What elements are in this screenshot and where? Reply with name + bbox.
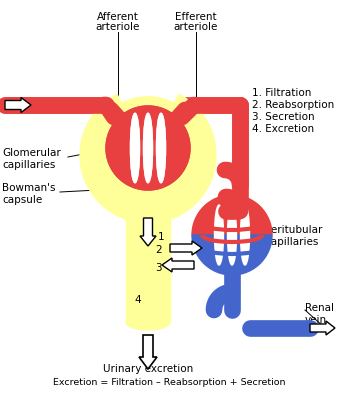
- Circle shape: [106, 106, 190, 190]
- Text: 2. Reabsorption: 2. Reabsorption: [252, 100, 334, 110]
- Polygon shape: [95, 112, 156, 208]
- Polygon shape: [126, 210, 170, 322]
- Text: Renal: Renal: [305, 303, 334, 313]
- FancyArrow shape: [170, 241, 202, 255]
- Ellipse shape: [144, 113, 152, 183]
- Ellipse shape: [215, 205, 223, 265]
- Text: arteriole: arteriole: [96, 22, 140, 32]
- Text: Efferent: Efferent: [175, 12, 217, 22]
- Text: 4. Excretion: 4. Excretion: [252, 124, 314, 134]
- Circle shape: [106, 106, 190, 190]
- Text: 3: 3: [155, 263, 162, 273]
- Ellipse shape: [126, 314, 170, 330]
- Text: vein: vein: [305, 315, 327, 325]
- Polygon shape: [80, 95, 148, 223]
- Text: Bowman's: Bowman's: [2, 183, 55, 193]
- Text: capsule: capsule: [2, 195, 42, 205]
- Text: capillaries: capillaries: [2, 160, 55, 170]
- Text: Urinary excretion: Urinary excretion: [103, 364, 193, 374]
- Ellipse shape: [156, 113, 166, 183]
- Polygon shape: [148, 95, 216, 223]
- Ellipse shape: [144, 113, 152, 183]
- Wedge shape: [192, 195, 272, 235]
- Text: 3. Secretion: 3. Secretion: [252, 112, 315, 122]
- Wedge shape: [192, 235, 272, 275]
- Text: 4: 4: [134, 295, 141, 305]
- Ellipse shape: [130, 113, 140, 183]
- Text: Excretion = Filtration – Reabsorption + Secretion: Excretion = Filtration – Reabsorption + …: [53, 378, 285, 387]
- Text: 1. Filtration: 1. Filtration: [252, 88, 311, 98]
- Circle shape: [90, 97, 206, 213]
- Text: Glomerular: Glomerular: [2, 148, 61, 158]
- Circle shape: [90, 97, 206, 213]
- FancyArrow shape: [310, 321, 335, 335]
- Ellipse shape: [130, 113, 140, 183]
- Ellipse shape: [156, 113, 166, 183]
- Polygon shape: [140, 112, 201, 208]
- FancyArrow shape: [139, 335, 157, 369]
- FancyArrow shape: [140, 218, 156, 246]
- Text: 1: 1: [158, 232, 165, 242]
- FancyArrow shape: [162, 258, 194, 272]
- Text: 2: 2: [155, 245, 162, 255]
- FancyArrow shape: [5, 97, 31, 113]
- Text: arteriole: arteriole: [174, 22, 218, 32]
- Ellipse shape: [227, 205, 237, 265]
- Text: capillaries: capillaries: [265, 237, 318, 247]
- Text: Afferent: Afferent: [97, 12, 139, 22]
- Ellipse shape: [241, 205, 249, 265]
- Text: Peritubular: Peritubular: [265, 225, 322, 235]
